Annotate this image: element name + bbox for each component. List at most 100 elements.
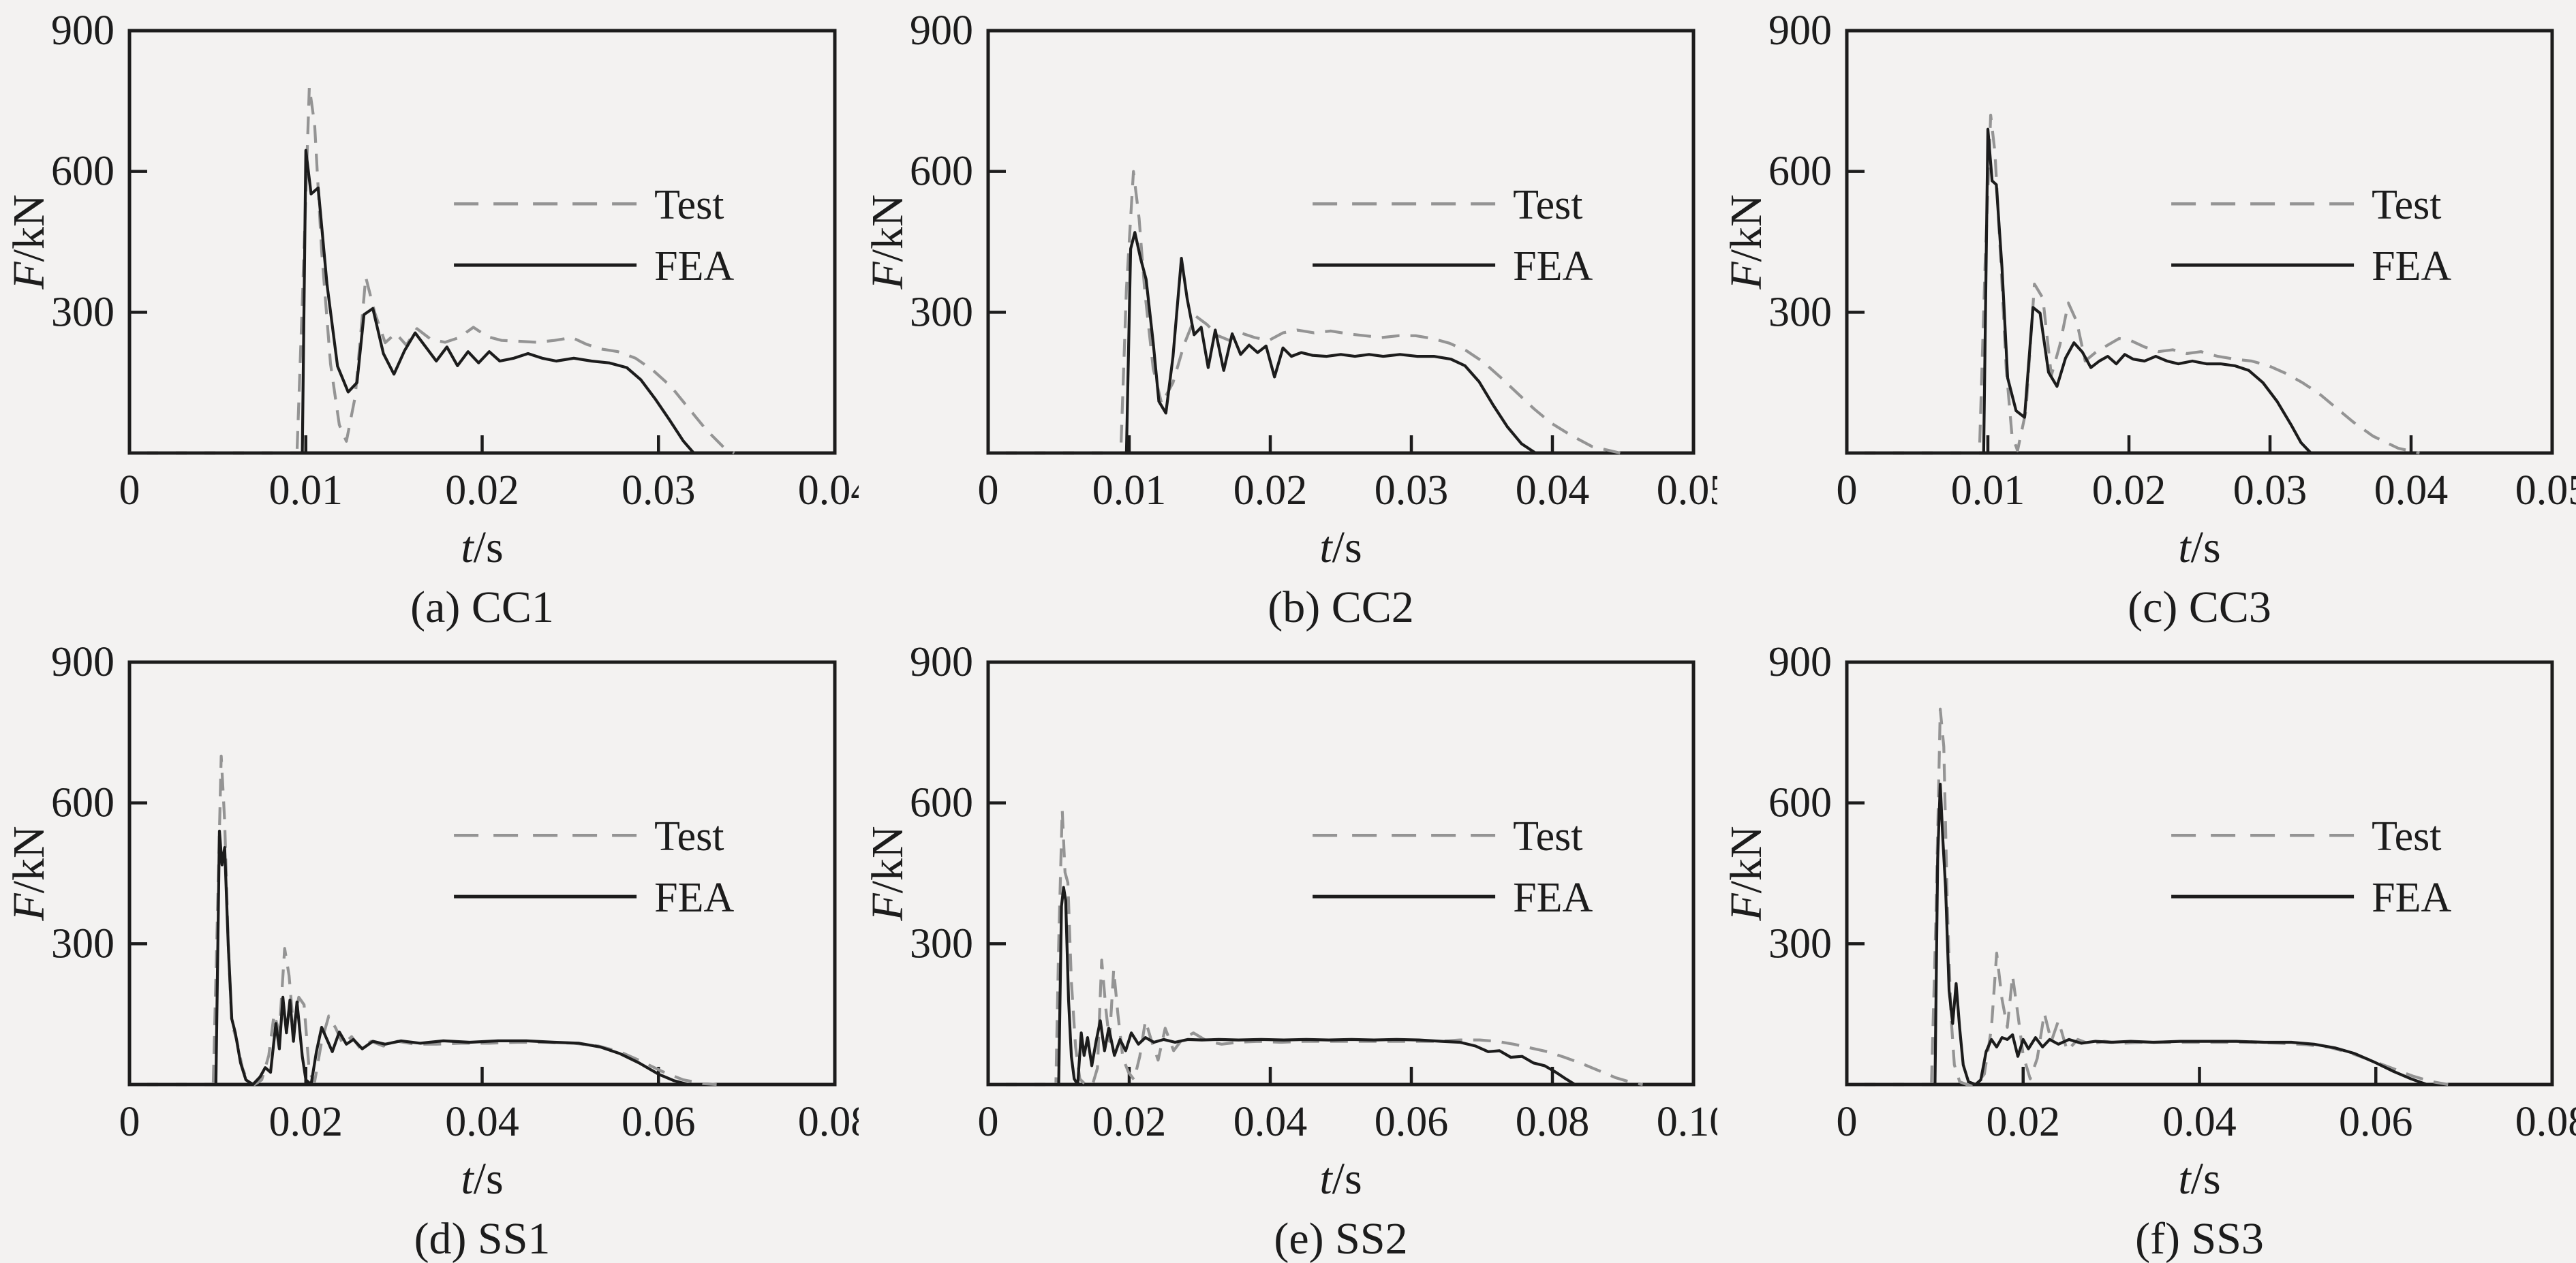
x-tick-label: 0.06 [622, 1099, 696, 1145]
y-tick-label: 300 [51, 289, 114, 335]
x-tick-label: 0.04 [2374, 467, 2449, 514]
y-tick-label: 900 [51, 639, 114, 685]
x-tick-label: 0.02 [269, 1099, 343, 1145]
x-tick-label: 0.05 [1657, 467, 1717, 514]
plot-frame [986, 660, 1696, 1087]
y-axis-label: F/kN [4, 826, 54, 921]
chart-cc3: 0 0.01 0.02 0.03 0.04 0.05 300 600 900 t/s F/kN (c)… [1721, 7, 2576, 632]
y-tick-label: 600 [51, 780, 114, 826]
legend-test-label: Test [654, 182, 724, 228]
chart-ss1: 0 0.02 0.04 0.06 0.08 300 600 900 t/s F/kN (d) SS1… [4, 639, 859, 1263]
legend-fea-label: FEA [654, 243, 734, 290]
chart-cc2: 0 0.01 0.02 0.03 0.04 0.05 300 600 900 t/s F/kN (b)… [863, 7, 1717, 632]
chart-ss2: 0 0.02 0.04 0.06 0.08 0.10 300 600 900 t/s F/kN (e)… [863, 639, 1717, 1263]
legend-test-label: Test [1513, 813, 1582, 860]
x-tick-label: 0.06 [1375, 1099, 1449, 1145]
series-fea-line [129, 149, 695, 455]
panel-cc1: 0 0.01 0.02 0.03 0.04 300 600 900 t/s F/kN (a) CC1… [0, 0, 859, 632]
y-tick-label: 900 [910, 7, 973, 54]
y-tick-label: 300 [1768, 289, 1832, 335]
x-tick-label: 0.05 [2515, 467, 2576, 514]
x-tick-label: 0 [978, 467, 999, 514]
y-tick-label: 300 [910, 289, 973, 335]
y-tick-label: 600 [51, 149, 114, 195]
legend-fea-label: FEA [2372, 875, 2451, 921]
y-tick-label: 300 [1768, 920, 1832, 967]
legend-test-label: Test [2372, 813, 2441, 860]
x-tick-label: 0.08 [1516, 1099, 1590, 1145]
panel-caption: (c) CC3 [2128, 582, 2271, 632]
x-tick-label: 0 [119, 1099, 140, 1145]
series-fea-line [1847, 127, 2312, 455]
series-fea-line [988, 886, 1576, 1087]
plot-frame [127, 660, 837, 1087]
x-tick-label: 0.08 [798, 1099, 859, 1145]
y-tick-label: 600 [1768, 149, 1832, 195]
x-axis-label: t/s [1319, 523, 1362, 572]
y-axis-label: F/kN [1721, 826, 1771, 921]
x-tick-label: 0.02 [445, 467, 519, 514]
plot-frame [986, 29, 1696, 455]
x-tick-label: 0 [978, 1099, 999, 1145]
x-tick-label: 0 [119, 467, 140, 514]
x-tick-label: 0 [1837, 467, 1858, 514]
panel-ss3: 0 0.02 0.04 0.06 0.08 300 600 900 t/s F/kN (f) SS3… [1717, 632, 2576, 1263]
series-fea-line [1847, 783, 2428, 1087]
x-tick-label: 0.08 [2515, 1099, 2576, 1145]
x-tick-label: 0.04 [1516, 467, 1590, 514]
x-tick-label: 0.03 [2233, 467, 2307, 514]
y-axis-label: F/kN [4, 194, 54, 290]
legend-fea-label: FEA [1513, 875, 1593, 921]
y-tick-label: 900 [1768, 7, 1832, 54]
x-axis-label: t/s [461, 523, 503, 572]
x-axis-label: t/s [2178, 523, 2220, 572]
series-fea-line [129, 829, 689, 1087]
x-tick-label: 0 [1837, 1099, 1858, 1145]
y-axis-label: F/kN [863, 194, 913, 290]
x-tick-label: 0.04 [798, 467, 859, 514]
series-test-line [988, 808, 1643, 1087]
panel-caption: (f) SS3 [2135, 1214, 2264, 1263]
x-tick-label: 0.02 [1233, 467, 1308, 514]
series-test-line [129, 85, 735, 455]
x-tick-label: 0.02 [1987, 1099, 2061, 1145]
y-tick-label: 300 [51, 920, 114, 967]
plot-frame [1845, 29, 2554, 455]
y-tick-label: 900 [51, 7, 114, 54]
x-tick-label: 0.04 [1233, 1099, 1308, 1145]
x-tick-label: 0.06 [2339, 1099, 2413, 1145]
legend-fea-label: FEA [1513, 243, 1593, 290]
x-tick-label: 0.01 [1951, 467, 2025, 514]
panel-caption: (d) SS1 [414, 1214, 551, 1263]
y-axis-label: F/kN [1721, 194, 1771, 290]
plot-frame [127, 29, 837, 455]
y-tick-label: 600 [1768, 780, 1832, 826]
chart-cc1: 0 0.01 0.02 0.03 0.04 300 600 900 t/s F/kN (a) CC1… [4, 7, 859, 632]
panel-caption: (b) CC2 [1268, 582, 1414, 632]
legend-fea-label: FEA [654, 875, 734, 921]
panel-caption: (a) CC1 [410, 582, 554, 632]
x-axis-label: t/s [2178, 1154, 2220, 1204]
x-tick-label: 0.03 [1375, 467, 1449, 514]
panel-ss2: 0 0.02 0.04 0.06 0.08 0.10 300 600 900 t/s F/kN (e)… [859, 632, 1717, 1263]
series-test-line [988, 170, 1621, 455]
series-test-line [1847, 113, 2420, 455]
panel-ss1: 0 0.02 0.04 0.06 0.08 300 600 900 t/s F/kN (d) SS1… [0, 632, 859, 1263]
panel-cc3: 0 0.01 0.02 0.03 0.04 0.05 300 600 900 t/s F/kN (c)… [1717, 0, 2576, 632]
legend-test-label: Test [1513, 182, 1582, 228]
y-axis-label: F/kN [863, 826, 913, 921]
y-tick-label: 600 [910, 780, 973, 826]
legend-test-label: Test [654, 813, 724, 860]
x-tick-label: 0.01 [1092, 467, 1167, 514]
x-tick-label: 0.02 [1092, 1099, 1167, 1145]
x-tick-label: 0.10 [1657, 1099, 1717, 1145]
x-tick-label: 0.03 [622, 467, 696, 514]
y-tick-label: 600 [910, 149, 973, 195]
x-axis-label: t/s [461, 1154, 503, 1204]
y-tick-label: 900 [910, 639, 973, 685]
panel-caption: (e) SS2 [1274, 1214, 1407, 1263]
y-tick-label: 900 [1768, 639, 1832, 685]
legend-fea-label: FEA [2372, 243, 2451, 290]
chart-ss3: 0 0.02 0.04 0.06 0.08 300 600 900 t/s F/kN (f) SS3… [1721, 639, 2576, 1263]
